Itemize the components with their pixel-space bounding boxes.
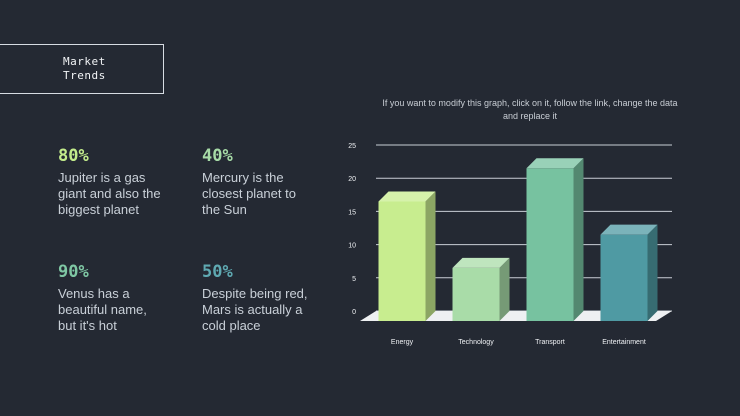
bar-transport — [526, 158, 584, 321]
bar-side — [425, 191, 436, 321]
title-box: Market Trends — [0, 44, 164, 94]
bar-top — [378, 191, 436, 202]
y-tick-label: 5 — [352, 276, 356, 283]
stat-block-venus: 90% Venus has a beautiful name, but it's… — [58, 262, 178, 334]
x-tick-label: Entertainment — [602, 339, 646, 346]
bar-front — [452, 267, 500, 321]
y-tick-label: 25 — [348, 143, 356, 150]
bar-entertainment — [600, 224, 658, 321]
bar-technology — [452, 257, 510, 321]
chart-labels: 0 5 10 15 20 25 Energy Technology Transport Enter… — [348, 143, 646, 346]
bar-energy — [378, 191, 436, 321]
bar-side — [573, 158, 584, 321]
bar-front — [526, 168, 574, 321]
stat-block-mercury: 40% Mercury is the closest planet to the… — [202, 146, 322, 218]
stat-value: 40% — [202, 146, 233, 166]
stat-description: Despite being red, Mars is actually a co… — [202, 286, 308, 333]
stat-description: Venus has a beautiful name, but it's hot — [58, 286, 147, 333]
y-tick-label: 10 — [348, 243, 356, 250]
bar-top — [526, 158, 584, 169]
y-tick-label: 15 — [348, 209, 356, 216]
bar-top — [600, 224, 658, 235]
stat-description: Mercury is the closest planet to the Sun — [202, 170, 296, 217]
x-tick-label: Technology — [458, 339, 494, 346]
chart-bars — [378, 158, 658, 321]
chart-instruction-note: If you want to modify this graph, click … — [382, 98, 678, 121]
stat-block-jupiter: 80% Jupiter is a gas giant and also the … — [58, 146, 178, 218]
bar-front — [378, 201, 426, 321]
stat-block-mars: 50% Despite being red, Mars is actually … — [202, 262, 322, 334]
bar-side — [647, 224, 658, 321]
stat-value: 80% — [58, 146, 89, 166]
x-tick-label: Energy — [391, 339, 414, 346]
bar-top — [452, 257, 510, 268]
stat-value: 50% — [202, 262, 233, 282]
bar-side — [499, 257, 510, 321]
y-tick-label: 0 — [352, 309, 356, 316]
slide-title: Market Trends — [63, 55, 106, 82]
bar-front — [600, 234, 648, 321]
y-tick-label: 20 — [348, 176, 356, 183]
chart-floor-plane — [360, 311, 672, 321]
x-tick-label: Transport — [535, 339, 565, 346]
stat-description: Jupiter is a gas giant and also the bigg… — [58, 170, 161, 217]
chart-floor — [360, 311, 672, 321]
bar-chart[interactable]: 0 5 10 15 20 25 Energy Technology Transport Enter… — [330, 140, 690, 355]
stat-value: 90% — [58, 262, 89, 282]
